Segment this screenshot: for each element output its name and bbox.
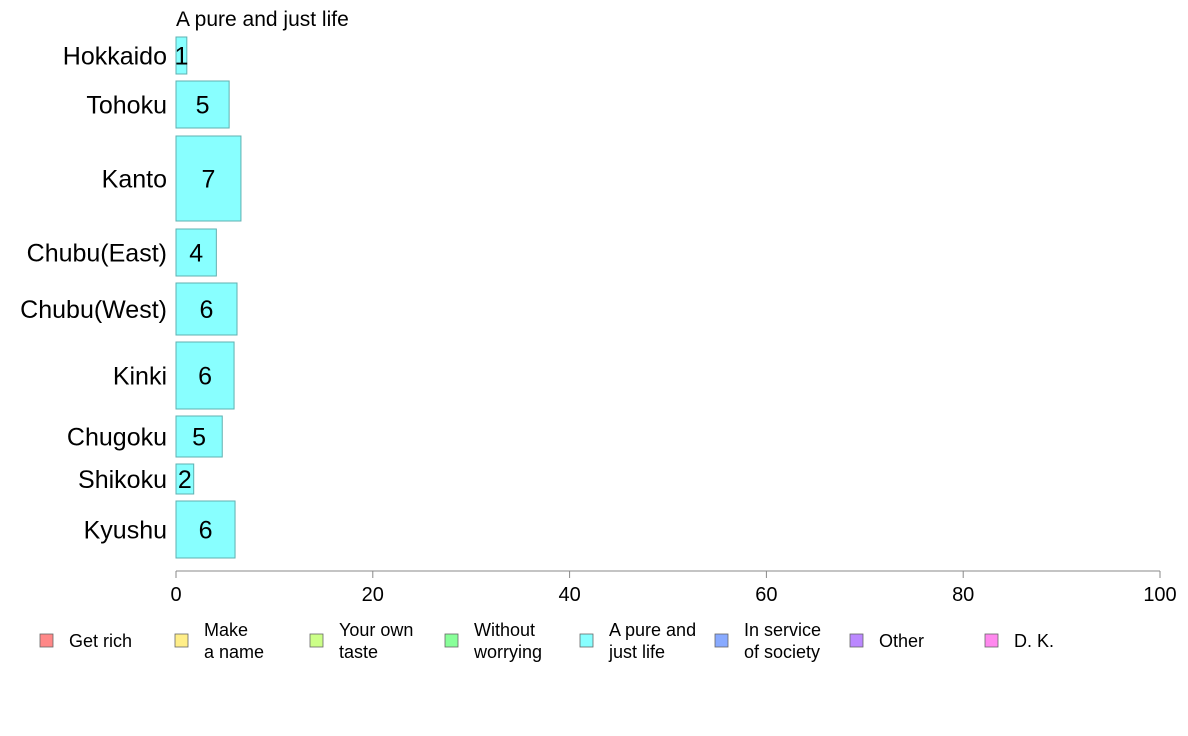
legend-label: a name [204, 642, 264, 662]
value-label: 7 [202, 166, 216, 194]
value-label: 5 [196, 92, 210, 120]
value-label: 1 [174, 43, 188, 71]
value-label: 6 [199, 517, 213, 545]
legend-label: In service [744, 620, 821, 640]
value-label: 6 [200, 296, 214, 324]
category-label: Kinki [113, 363, 167, 391]
chart-title: A pure and just life [176, 8, 349, 31]
legend-label: just life [608, 642, 665, 662]
legend-swatch [714, 633, 729, 648]
category-label: Shikoku [78, 466, 167, 494]
x-tick-label: 100 [1143, 584, 1176, 606]
legend-swatch [39, 633, 54, 648]
legend-label: Get rich [69, 631, 132, 651]
value-label: 2 [178, 466, 192, 494]
legend-swatch [579, 633, 594, 648]
legend-swatch [444, 633, 459, 648]
x-tick-label: 0 [170, 584, 181, 606]
category-label: Chubu(West) [20, 296, 167, 324]
category-label: Chugoku [67, 424, 167, 452]
category-label: Tohoku [86, 92, 167, 120]
value-label: 5 [192, 424, 206, 452]
legend-label: D. K. [1014, 631, 1054, 651]
legend-swatch [849, 633, 864, 648]
category-label: Chubu(East) [27, 240, 167, 268]
x-tick-label: 80 [952, 584, 974, 606]
value-label: 6 [198, 363, 212, 391]
value-label: 4 [189, 240, 203, 268]
bar-chubu-east- [175, 228, 217, 277]
category-label: Hokkaido [63, 43, 167, 71]
legend-label: A pure and [609, 620, 696, 640]
legend-label: Make [204, 620, 248, 640]
bar-tohoku [175, 80, 230, 129]
category-label: Kanto [102, 166, 167, 194]
bar-hokkaido [175, 36, 188, 75]
x-axis: 0 20 40 60 80 100 [170, 570, 1177, 606]
legend-label: Without [474, 620, 535, 640]
x-tick-label: 40 [558, 584, 580, 606]
bar-chubu-west- [175, 282, 238, 336]
legend-swatch [984, 633, 999, 648]
category-label: Kyushu [84, 517, 167, 545]
legend-label: worrying [473, 642, 542, 662]
legend-swatch [309, 633, 324, 648]
x-tick-label: 20 [362, 584, 384, 606]
x-tick-label: 60 [755, 584, 777, 606]
legend-label: of society [744, 642, 820, 662]
bar-chugoku [175, 415, 223, 458]
bar-kanto [175, 135, 242, 222]
bar-kyushu [175, 500, 236, 559]
bar-kinki [175, 341, 235, 410]
legend-swatch [174, 633, 189, 648]
legend-label: Your own [339, 620, 413, 640]
legend-label: taste [339, 642, 378, 662]
legend-label: Other [879, 631, 924, 651]
bar-shikoku [175, 463, 195, 495]
